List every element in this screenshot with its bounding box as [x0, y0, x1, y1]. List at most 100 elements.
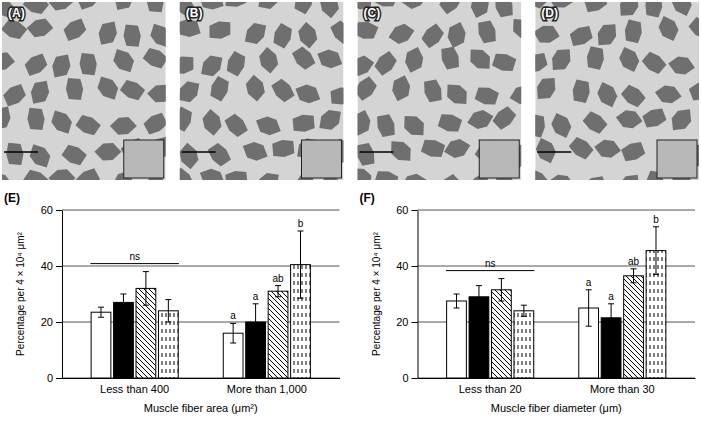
fiber — [180, 106, 192, 131]
fiber — [259, 47, 278, 74]
tick-mark — [412, 210, 418, 211]
fiber — [598, 24, 616, 45]
fiber — [621, 85, 646, 107]
fiber — [48, 169, 75, 180]
fiber — [256, 116, 281, 135]
error-cap — [608, 303, 614, 304]
fiber — [52, 54, 70, 77]
fiber — [377, 114, 395, 137]
tick-label: Less than 400 — [100, 383, 169, 395]
fiber — [180, 56, 194, 73]
fiber — [471, 2, 489, 18]
fiber — [245, 23, 266, 44]
fiber — [358, 76, 377, 101]
fiber — [672, 109, 691, 130]
fiber — [537, 78, 555, 99]
tick: 60 — [396, 204, 417, 216]
fiber — [272, 140, 294, 157]
chart-panel: aaabbns0204060Less than 400More than 1,0… — [4, 191, 340, 414]
fiber — [441, 47, 459, 70]
error-cap — [521, 316, 527, 317]
x-axis: Less than 400 More than 1,000 — [63, 379, 341, 395]
fiber — [659, 16, 679, 41]
bar — [268, 291, 288, 378]
fiber — [467, 110, 493, 129]
fiber — [535, 53, 547, 73]
fiber — [552, 49, 570, 70]
tick-mark — [56, 210, 62, 211]
fiber — [421, 24, 443, 49]
fiber — [226, 2, 247, 7]
x-axis-title: Muscle fiber diameter (μm) — [491, 402, 622, 414]
tick: 40 — [396, 260, 417, 272]
bar — [469, 297, 489, 378]
error-cap — [253, 303, 259, 304]
bar — [114, 302, 134, 378]
fiber — [401, 174, 427, 180]
error-cap — [120, 294, 126, 295]
fiber — [292, 46, 315, 69]
fiber — [144, 113, 166, 135]
tick-label: 60 — [396, 204, 408, 216]
significance-letter: ab — [628, 256, 640, 267]
fiber — [25, 54, 48, 77]
tick-label: More than 30 — [590, 383, 655, 395]
error-bar — [230, 323, 236, 343]
tick-mark — [56, 322, 62, 323]
tick-label: 0 — [47, 372, 53, 384]
fiber — [51, 110, 72, 133]
error-stem — [523, 305, 524, 316]
fiber — [642, 52, 667, 74]
error-bar — [476, 286, 482, 308]
fiber — [536, 138, 556, 163]
fiber — [243, 142, 268, 161]
fiber — [75, 115, 100, 135]
scale-bar — [537, 151, 571, 153]
fiber — [98, 76, 119, 99]
fiber — [584, 2, 607, 12]
x-axis: Less than 20More than 30 — [418, 379, 696, 395]
error-cap — [275, 296, 281, 297]
significance-letter: b — [298, 218, 304, 229]
plot-marks — [91, 231, 310, 378]
fiber — [404, 116, 424, 135]
fiber — [621, 142, 645, 161]
significance-letter: b — [653, 214, 659, 225]
error-stem — [123, 294, 124, 311]
y-axis-title: Percentage per 4 × 10⁴ μm² — [371, 231, 382, 355]
fiber — [401, 2, 427, 9]
fiber — [331, 87, 344, 104]
fiber — [616, 110, 643, 128]
error-bar — [275, 286, 281, 297]
fiber — [2, 172, 11, 180]
fiber — [597, 82, 617, 107]
annotation-bracket — [446, 270, 535, 271]
fiber — [625, 20, 642, 44]
inset — [124, 140, 164, 178]
panel-label: (A) — [8, 6, 25, 20]
annotation-bracket — [90, 263, 179, 264]
error-cap — [454, 294, 460, 295]
scale-bar — [182, 151, 216, 153]
error-bar — [297, 231, 303, 298]
fiber — [493, 106, 517, 130]
error-cap — [586, 289, 592, 290]
bar — [492, 290, 512, 378]
error-stem — [101, 307, 102, 317]
fiber — [583, 176, 607, 180]
fiber — [548, 175, 575, 180]
panel-label: (D) — [541, 6, 558, 20]
error-cap — [98, 307, 104, 308]
tick: More than 1,000 — [227, 383, 307, 395]
tick-label: 0 — [402, 372, 408, 384]
fiber — [439, 2, 461, 14]
fiber — [421, 140, 445, 157]
error-stem — [588, 290, 589, 326]
tick: 40 — [41, 260, 62, 272]
fiber — [48, 2, 75, 10]
y-axis: 0204060 — [41, 204, 63, 384]
fiber — [208, 143, 231, 166]
scale-bar — [360, 151, 394, 153]
error-cap — [498, 278, 504, 279]
bar — [624, 276, 644, 378]
